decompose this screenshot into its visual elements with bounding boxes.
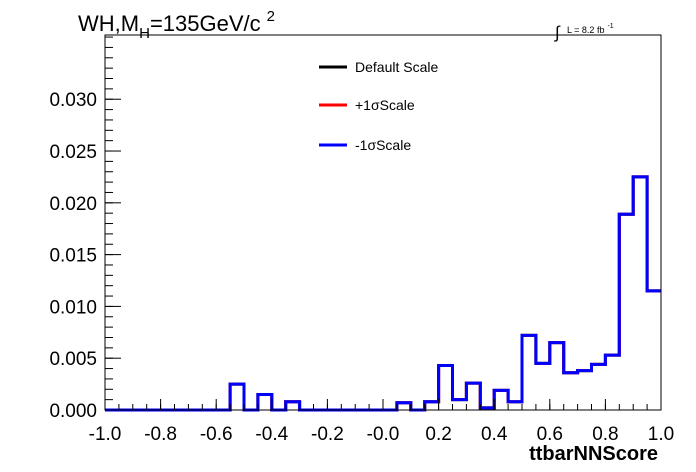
y-tick-label: 0.015 (49, 246, 97, 267)
x-tick-label: -1.0 (89, 424, 122, 445)
title-rest: =135GeV/c (150, 11, 261, 36)
x-tick-label: 0.4 (481, 424, 508, 445)
x-axis: -1.0 -0.8 -0.6 -0.4 -0.2 -0.0 0.2 0.4 0.6 0.8 1.0 (89, 399, 674, 445)
y-tick-label: 0.025 (49, 142, 97, 163)
series-line (105, 175, 661, 412)
x-tick-label: 0.6 (537, 424, 563, 445)
title-superscript: 2 (267, 8, 275, 25)
title-main: WH,M (78, 11, 139, 36)
legend-label: +1σScale (355, 97, 415, 113)
x-tick-label: -0.8 (144, 424, 177, 445)
lumi-superscript: -1 (607, 23, 613, 30)
y-tick-label: 0.010 (49, 297, 97, 318)
x-tick-label: -0.4 (255, 424, 288, 445)
x-tick-label: 0.8 (592, 424, 618, 445)
y-axis: 0.000 0.005 0.010 0.015 0.020 0.025 0.030 (49, 36, 121, 422)
x-tick-label: -0.0 (367, 424, 400, 445)
lumi-label: L = 8.2 fb -1 (567, 23, 614, 35)
y-tick-label: 0.000 (49, 401, 97, 422)
legend-label: Default Scale (355, 59, 438, 75)
series-layer (105, 175, 661, 412)
y-tick-label: 0.020 (49, 194, 97, 215)
legend: Default Scale +1σScale -1σScale (319, 59, 438, 153)
y-tick-label: 0.030 (49, 90, 97, 111)
series-2 (105, 175, 661, 412)
legend-label: -1σScale (355, 137, 411, 153)
x-axis-label: ttbarNNScore (529, 443, 658, 465)
lumi-text: L = 8.2 fb (567, 25, 604, 35)
x-tick-label: 1.0 (648, 424, 674, 445)
y-tick-label: 0.005 (49, 349, 97, 370)
title-subscript: H (139, 25, 150, 42)
lumi-integral-symbol: ∫ (554, 23, 561, 42)
chart-title: WH,MH=135GeV/c 2 (78, 8, 275, 42)
x-tick-label: 0.2 (425, 424, 451, 445)
x-tick-label: -0.6 (200, 424, 233, 445)
x-tick-label: -0.2 (311, 424, 344, 445)
